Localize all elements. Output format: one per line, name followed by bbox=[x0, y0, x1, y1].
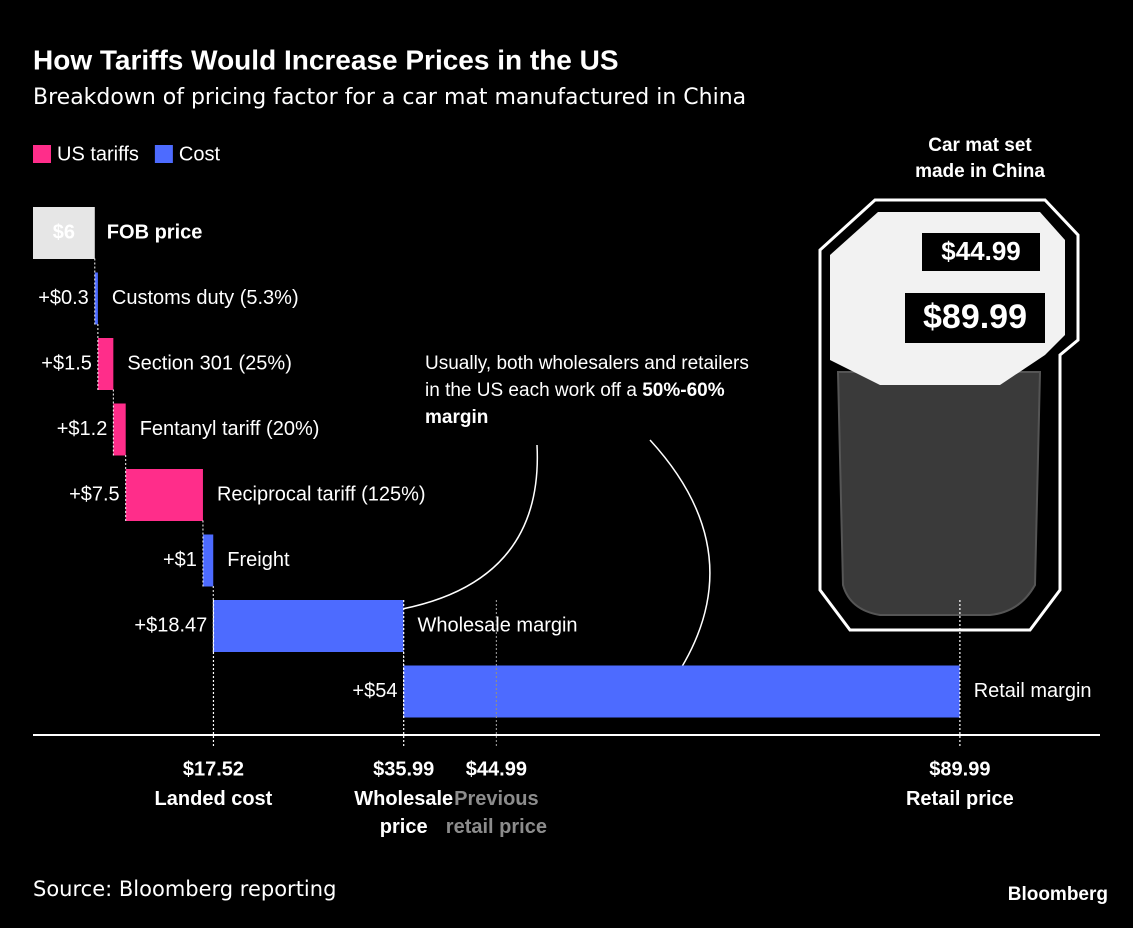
bar bbox=[202, 534, 214, 587]
marker-value: $89.99 bbox=[929, 758, 990, 780]
category-label: Fentanyl tariff (20%) bbox=[140, 418, 320, 440]
mat-shape bbox=[836, 371, 1042, 616]
marker-value: $35.99 bbox=[373, 758, 434, 780]
tag-old bbox=[922, 233, 1040, 271]
value-label: +$1.2 bbox=[57, 418, 108, 440]
arrow bbox=[357, 444, 539, 616]
chart-subtitle: Breakdown of pricing factor for a car ma… bbox=[33, 85, 746, 110]
marker-text: Landed cost bbox=[154, 788, 273, 810]
marker-text: Retail price bbox=[905, 788, 1014, 810]
illustration-caption: Car mat set made in China bbox=[915, 135, 1045, 182]
category-label: Wholesale margin bbox=[417, 614, 577, 636]
category-label: Freight bbox=[227, 549, 290, 571]
category-label: Reciprocal tariff (125%) bbox=[217, 483, 426, 505]
value-label: +$1.5 bbox=[41, 352, 92, 374]
category-label: FOB price bbox=[107, 221, 203, 243]
bar bbox=[113, 403, 126, 456]
tag-text: $89.99 bbox=[923, 298, 1027, 336]
legend-swatch bbox=[154, 145, 173, 163]
category-label: Customs duty (5.3%) bbox=[112, 287, 299, 309]
brand: Bloomberg bbox=[1008, 884, 1108, 905]
marker-value: $44.99 bbox=[466, 758, 527, 780]
marker-text: Wholesale price bbox=[354, 788, 454, 838]
value-label: +$54 bbox=[352, 680, 397, 702]
marker-value: $17.52 bbox=[183, 758, 244, 780]
annotation-text: Usually, both wholesalers and retailers … bbox=[425, 353, 749, 401]
bar bbox=[125, 469, 203, 521]
value-label: +$1 bbox=[163, 549, 197, 571]
arrow bbox=[649, 439, 711, 689]
value-label: +$0.3 bbox=[38, 287, 89, 309]
mat-outline bbox=[818, 198, 1080, 632]
chart-title: How Tariffs Would Increase Prices in the… bbox=[33, 44, 619, 75]
legend-swatch bbox=[33, 145, 51, 163]
source: Source: Bloomberg reporting bbox=[33, 877, 336, 901]
value-label: $6 bbox=[53, 221, 75, 243]
value-label: +$7.5 bbox=[69, 483, 120, 505]
marker-text: Previous retail price bbox=[445, 788, 547, 838]
category-label: Retail margin bbox=[974, 680, 1092, 702]
annotation-bold: 50%-60% margin bbox=[425, 380, 725, 428]
bar bbox=[33, 207, 95, 259]
legend-label: US tariffs bbox=[57, 143, 139, 165]
bar bbox=[213, 600, 404, 652]
bar bbox=[94, 272, 98, 325]
bar bbox=[403, 665, 960, 718]
value-label: +$18.47 bbox=[134, 614, 207, 636]
category-label: Section 301 (25%) bbox=[127, 352, 292, 374]
bar bbox=[97, 338, 114, 390]
annotation: Usually, both wholesalers and retailers … bbox=[425, 350, 755, 431]
tag-text: $44.99 bbox=[941, 236, 1021, 266]
legend-label: Cost bbox=[179, 143, 221, 165]
tag-new bbox=[905, 293, 1045, 343]
